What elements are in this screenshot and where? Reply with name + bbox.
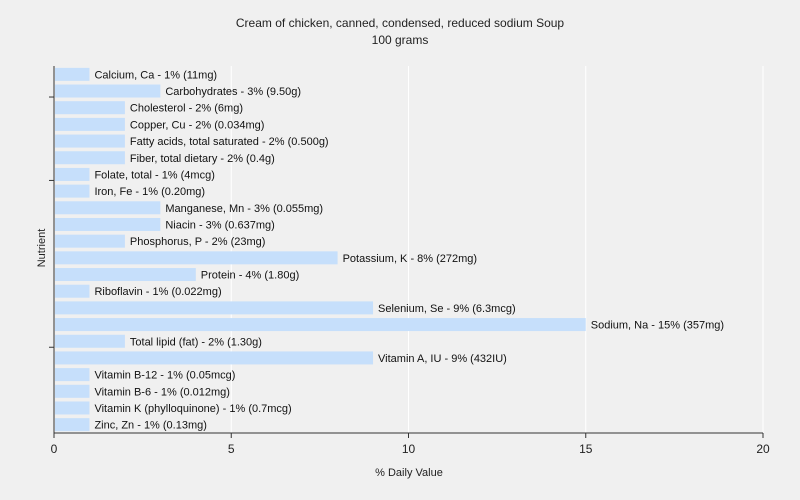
bar — [55, 84, 161, 98]
bar-label: Fatty acids, total saturated - 2% (0.500… — [130, 136, 329, 148]
bar — [55, 134, 125, 148]
bar — [55, 184, 90, 198]
bar-label: Potassium, K - 8% (272mg) — [343, 253, 478, 265]
x-tick-label: 15 — [579, 442, 593, 456]
bar — [55, 167, 90, 181]
bar — [55, 418, 90, 432]
bar — [55, 318, 586, 332]
bar — [55, 351, 374, 365]
grid-lines — [230, 66, 764, 433]
bar — [55, 151, 125, 165]
x-tick-label: 10 — [402, 442, 416, 456]
bar — [55, 368, 90, 382]
bar-label: Total lipid (fat) - 2% (1.30g) — [130, 336, 262, 348]
bar-label: Iron, Fe - 1% (0.20mg) — [94, 186, 205, 198]
x-axis-title: % Daily Value — [375, 467, 443, 479]
bar-label: Vitamin K (phylloquinone) - 1% (0.7mcg) — [94, 403, 291, 415]
bar-label: Niacin - 3% (0.637mg) — [165, 219, 274, 231]
bar-label: Fiber, total dietary - 2% (0.4g) — [130, 153, 275, 165]
bar — [55, 334, 125, 348]
bar — [55, 217, 161, 231]
chart-subtitle: 100 grams — [372, 33, 429, 47]
bar-label: Vitamin B-12 - 1% (0.05mcg) — [94, 370, 235, 382]
bar-label: Zinc, Zn - 1% (0.13mg) — [94, 420, 206, 432]
bar-label: Riboflavin - 1% (0.022mg) — [94, 286, 221, 298]
x-tick-label: 0 — [51, 442, 58, 456]
x-tick-labels: 0 5 10 15 20 — [51, 442, 770, 456]
axes — [49, 66, 764, 438]
x-tick-label: 5 — [228, 442, 235, 456]
bars — [55, 67, 586, 432]
y-axis-title: Nutrient — [36, 229, 48, 268]
bar-label: Selenium, Se - 9% (6.3mcg) — [378, 303, 516, 315]
bar — [55, 284, 90, 298]
bar-label: Manganese, Mn - 3% (0.055mg) — [165, 203, 323, 215]
bar-label: Folate, total - 1% (4mcg) — [94, 169, 214, 181]
bar-label: Phosphorus, P - 2% (23mg) — [130, 236, 266, 248]
x-tick-label: 20 — [756, 442, 770, 456]
bar — [55, 384, 90, 398]
bar-label: Cholesterol - 2% (6mg) — [130, 103, 243, 115]
bar — [55, 201, 161, 215]
bar-label: Carbohydrates - 3% (9.50g) — [165, 86, 301, 98]
bar — [55, 301, 374, 315]
bar-label: Copper, Cu - 2% (0.034mg) — [130, 119, 265, 131]
bar-labels: Calcium, Ca - 1% (11mg) Carbohydrates - 3… — [94, 69, 724, 431]
chart-title: Cream of chicken, canned, condensed, red… — [236, 16, 565, 30]
bar-label: Vitamin A, IU - 9% (432IU) — [378, 353, 507, 365]
bar-label: Vitamin B-6 - 1% (0.012mg) — [94, 386, 230, 398]
bar — [55, 251, 338, 265]
bar-label: Protein - 4% (1.80g) — [201, 270, 299, 282]
bar — [55, 234, 125, 248]
bar — [55, 401, 90, 415]
bar — [55, 268, 196, 282]
bar — [55, 117, 125, 131]
bar — [55, 67, 90, 81]
bar-label: Calcium, Ca - 1% (11mg) — [94, 69, 217, 81]
bar-label: Sodium, Na - 15% (357mg) — [591, 320, 724, 332]
bar — [55, 101, 125, 115]
